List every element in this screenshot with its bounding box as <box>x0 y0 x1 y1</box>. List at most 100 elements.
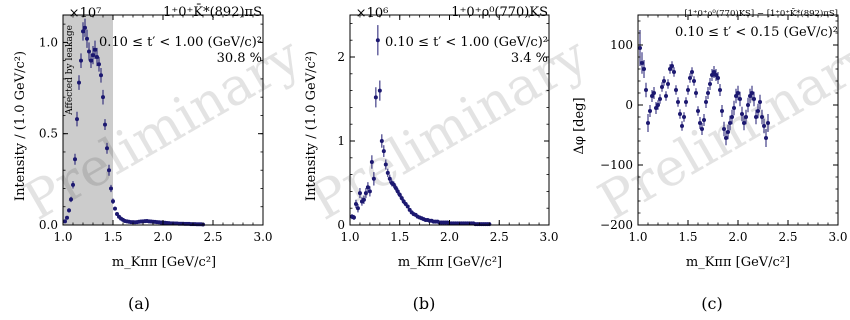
watermark: Preliminary <box>300 26 598 233</box>
data-points <box>349 25 492 227</box>
data-point <box>646 121 650 125</box>
data-point <box>654 106 658 110</box>
data-point <box>71 182 75 187</box>
data-point <box>704 100 708 104</box>
data-point <box>706 91 710 95</box>
data-point <box>758 100 762 104</box>
data-point <box>662 79 666 83</box>
data-point <box>736 91 740 95</box>
data-point <box>85 36 89 41</box>
data-point <box>668 67 672 71</box>
data-point <box>710 73 714 77</box>
data-point <box>690 70 694 74</box>
data-point <box>698 121 702 125</box>
y-axis-label: Intensity / (1.0 GeV/c²) <box>304 51 319 201</box>
data-point <box>686 88 690 92</box>
y-tick-label: 0.0 <box>39 218 58 232</box>
data-point <box>760 115 764 119</box>
data-point <box>105 146 109 151</box>
y-tick-label: 1.0 <box>39 35 58 49</box>
data-point <box>91 53 95 58</box>
data-point <box>664 94 668 98</box>
data-point <box>684 100 688 104</box>
data-point <box>640 61 644 65</box>
panel-a: Affected by leakage Preliminary 1.0 1.5 2.… <box>13 4 312 313</box>
data-point <box>696 109 700 113</box>
watermark: Preliminary <box>14 26 312 233</box>
y-axis-label: Intensity / (1.0 GeV/c²) <box>13 51 28 201</box>
data-point <box>714 73 718 77</box>
data-point <box>81 29 85 34</box>
data-point <box>740 112 744 116</box>
data-point <box>752 97 756 101</box>
data-point <box>660 85 664 89</box>
caption: (c) <box>701 294 722 313</box>
data-point <box>754 115 758 119</box>
x-tick-label: 1.5 <box>390 230 409 244</box>
plot-frame <box>349 14 550 226</box>
x-axis-label: m_Kππ [GeV/c²] <box>686 255 790 270</box>
x-tick-label: 3.0 <box>539 230 558 244</box>
chart-title: [1⁺0⁺ρ⁰(770)KS] − [1⁺0⁺K̄*(892)πS] <box>684 7 838 19</box>
data-point <box>87 49 91 54</box>
data-point <box>712 70 716 74</box>
x-tick-label: 2.0 <box>440 230 459 244</box>
data-point <box>73 157 77 162</box>
x-ticks: 1.0 1.5 2.0 2.5 3.0 <box>53 15 273 244</box>
data-point <box>638 46 642 50</box>
tprime-range: 0.10 ≤ t′ < 1.00 (GeV/c)² <box>99 35 262 50</box>
data-point <box>694 91 698 95</box>
data-point <box>373 95 378 100</box>
x-tick-label: 2.5 <box>778 230 797 244</box>
data-point <box>730 115 734 119</box>
x-tick-label: 2.0 <box>728 230 747 244</box>
data-point <box>692 79 696 83</box>
data-point <box>89 58 93 63</box>
panel-c: Preliminary 1.0 1.5 2.0 2.5 3.0 −200 −100 0 100… <box>572 7 850 313</box>
y-tick-label: −200 <box>600 218 633 232</box>
data-point <box>726 130 730 134</box>
data-point <box>377 88 382 93</box>
data-point <box>764 136 768 140</box>
data-point <box>363 191 368 196</box>
data-point <box>371 176 376 181</box>
x-tick-label: 1.0 <box>628 230 647 244</box>
data-point <box>385 170 390 175</box>
data-point <box>670 64 674 68</box>
data-point <box>658 97 662 101</box>
data-point <box>361 197 366 202</box>
data-point <box>672 70 676 74</box>
data-point <box>379 139 384 143</box>
x-tick-label: 2.0 <box>153 230 172 244</box>
y-tick-label: 0 <box>337 218 345 232</box>
data-point <box>756 109 760 113</box>
data-point <box>79 58 83 63</box>
y-tick-label: 100 <box>610 38 633 52</box>
y-axis-label: Δφ [deg] <box>572 97 587 154</box>
data-point <box>728 121 732 125</box>
y-tick-label: 2 <box>337 50 345 64</box>
data-point <box>642 67 646 71</box>
data-point <box>720 109 724 113</box>
plot-frame <box>62 14 264 226</box>
x-ticks: 1.0 1.5 2.0 2.5 3.0 <box>628 15 848 244</box>
data-point <box>742 121 746 125</box>
data-point <box>93 47 97 52</box>
data-point <box>365 185 370 190</box>
y-multiplier: ×10⁷ <box>69 6 102 21</box>
data-point <box>702 118 706 122</box>
panel-b: Preliminary 1.0 1.5 2.0 2.5 3.0 0 1 2 ×10⁶ 1⁺0… <box>300 5 598 313</box>
x-tick-label: 1.0 <box>340 230 359 244</box>
data-point <box>115 212 119 217</box>
data-point <box>688 76 692 80</box>
data-point <box>109 186 113 191</box>
data-point <box>113 206 117 211</box>
y-tick-label: −100 <box>600 158 633 172</box>
x-tick-label: 1.5 <box>103 230 122 244</box>
data-point <box>67 208 71 213</box>
data-point <box>766 121 770 125</box>
y-tick-label: 1 <box>337 134 345 148</box>
x-tick-label: 2.5 <box>203 230 222 244</box>
data-point <box>650 94 654 98</box>
